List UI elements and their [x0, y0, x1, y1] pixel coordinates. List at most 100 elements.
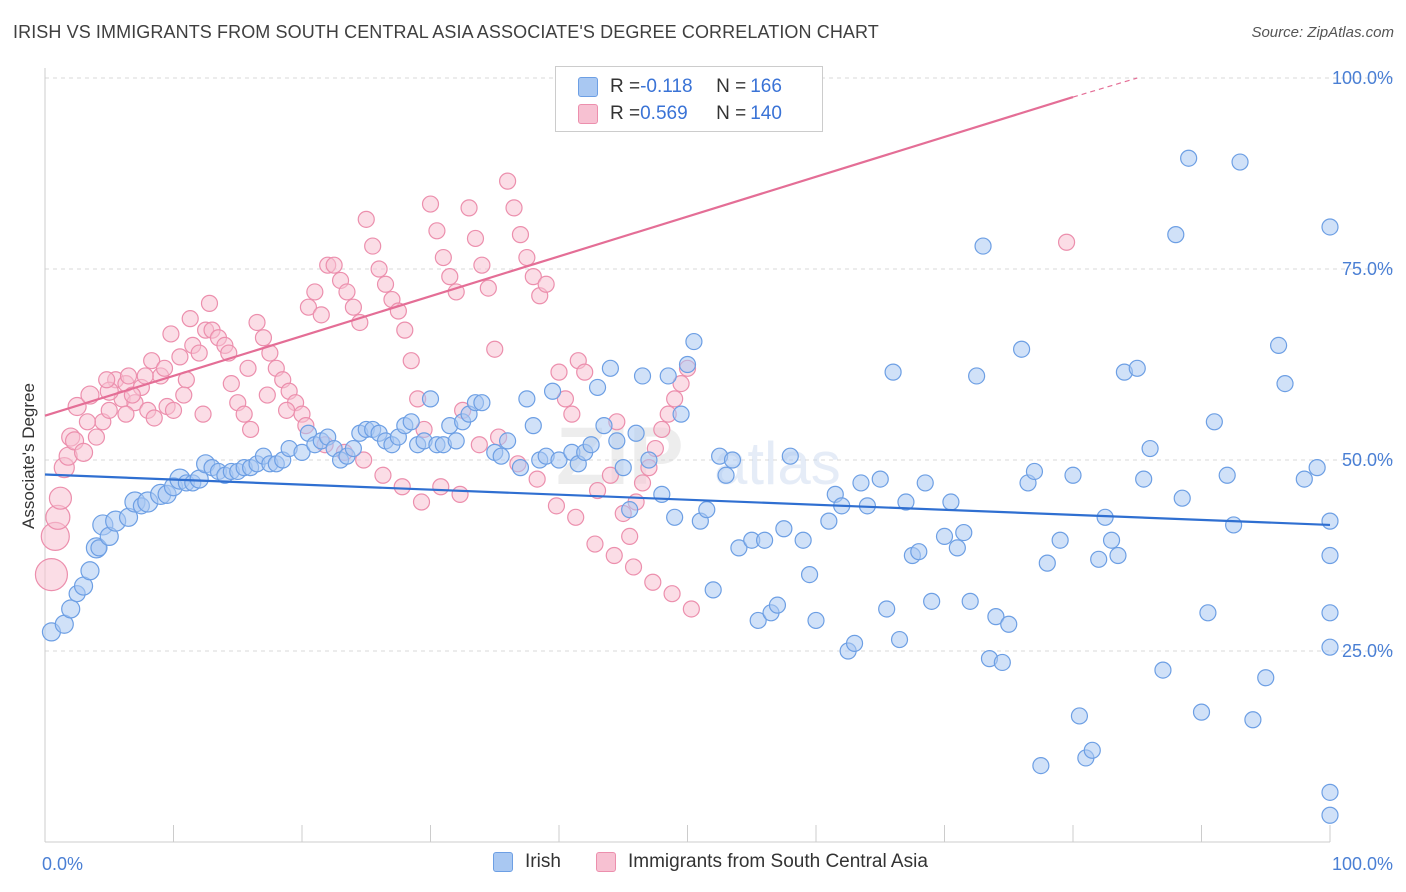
irish-point-154: [1135, 470, 1153, 488]
irish-point-148: [1090, 550, 1108, 568]
asia-point-9: [73, 442, 94, 462]
asia-point-123: [528, 470, 546, 488]
irish-point-127: [935, 527, 954, 546]
irish-point-140: [1025, 462, 1044, 481]
asia-point-37: [248, 313, 266, 332]
asia-point-55: [364, 237, 382, 255]
legend-item-irish[interactable]: Irish: [493, 851, 561, 873]
asia-point-132: [1057, 233, 1076, 251]
irish-point-151: [1109, 546, 1127, 565]
y-tick-label-1: 50.0%: [1342, 450, 1393, 470]
asia-point-136: [136, 367, 154, 385]
irish-point-96: [704, 581, 722, 599]
irish-point-108: [794, 531, 812, 549]
irish-n-label: N =: [716, 76, 747, 97]
asia-point-24: [164, 401, 183, 419]
irish-point-156: [1154, 661, 1172, 679]
asia-point-131: [682, 600, 700, 618]
series-irish-points: [41, 149, 1339, 824]
irish-point-36: [293, 443, 311, 461]
irish-point-116: [852, 474, 870, 492]
chart-title: IRISH VS IMMIGRANTS FROM SOUTH CENTRAL A…: [13, 22, 879, 42]
irish-point-93: [685, 332, 703, 351]
irish-point-5: [80, 561, 100, 581]
irish-point-142: [1038, 554, 1056, 572]
irish-point-60: [447, 432, 465, 450]
asia-point-127: [605, 546, 623, 565]
asia-point-3: [48, 486, 73, 510]
series-legend: Irish Immigrants from South Central Asia: [0, 851, 1406, 879]
asia-trend-extension: [1072, 77, 1138, 98]
asia-point-11: [87, 428, 106, 446]
irish-point-102: [749, 611, 767, 630]
asia-point-17: [119, 367, 138, 385]
irish-point-89: [659, 367, 677, 385]
irish-point-132: [968, 367, 986, 385]
series-asia-points: [34, 172, 1076, 618]
asia-point-57: [376, 275, 395, 293]
asia-point-56: [370, 260, 388, 278]
irish-point-81: [601, 359, 620, 377]
asia-point-86: [576, 363, 594, 381]
irish-point-159: [1180, 149, 1198, 167]
trend-lines: [44, 77, 1331, 527]
irish-point-176: [1321, 783, 1339, 801]
irish-swatch-icon: [578, 77, 598, 97]
asia-point-114: [355, 451, 373, 469]
y-tick-label-2: 75.0%: [1342, 259, 1393, 279]
asia-point-98: [666, 390, 684, 408]
legend-label-irish: Irish: [525, 851, 561, 872]
irish-point-85: [627, 424, 645, 442]
asia-point-106: [200, 294, 219, 312]
irish-r-label: R =: [610, 76, 641, 97]
x-tick-label-max: 100.0%: [1332, 854, 1393, 874]
irish-point-103: [755, 531, 774, 549]
asia-point-60: [396, 321, 414, 339]
irish-point-44: [344, 439, 362, 458]
asia-legend-swatch-icon: [596, 852, 616, 872]
asia-point-82: [550, 363, 568, 381]
irish-point-168: [1269, 336, 1288, 354]
asia-point-46: [306, 283, 324, 301]
asia-point-117: [412, 493, 431, 511]
irish-point-91: [672, 405, 690, 423]
irish-point-178: [1321, 218, 1339, 236]
asia-point-25: [171, 348, 189, 366]
irish-r-value: -0.118: [640, 76, 693, 97]
irish-point-69: [518, 390, 536, 408]
irish-point-166: [1244, 711, 1262, 729]
asia-point-138: [175, 386, 193, 404]
asia-point-88: [601, 466, 620, 484]
asia-point-21: [145, 409, 163, 427]
irish-point-2: [61, 599, 81, 619]
stats-legend: R = -0.118 N = 166 R = 0.569 N = 140: [555, 66, 823, 132]
irish-point-161: [1199, 604, 1217, 622]
asia-point-74: [486, 340, 504, 358]
irish-point-171: [1308, 459, 1326, 477]
irish-trend-line: [44, 473, 1331, 527]
asia-point-64: [421, 195, 440, 213]
asia-point-83: [556, 390, 575, 408]
irish-point-153: [1128, 359, 1146, 377]
asia-point-38: [254, 329, 273, 347]
irish-point-79: [588, 378, 607, 397]
asia-point-99: [672, 375, 690, 393]
legend-item-asia[interactable]: Immigrants from South Central Asia: [596, 851, 928, 873]
asia-point-28: [190, 344, 208, 362]
axes: [44, 68, 1331, 843]
asia-point-115: [374, 466, 392, 484]
asia-point-51: [338, 283, 356, 301]
irish-point-82: [608, 432, 626, 450]
asia-point-36: [242, 420, 260, 439]
irish-point-70: [524, 417, 542, 435]
asia-point-33: [222, 375, 240, 393]
asia-point-13: [100, 401, 118, 419]
irish-point-170: [1295, 470, 1313, 488]
asia-point-52: [344, 298, 362, 316]
irish-point-160: [1192, 703, 1211, 721]
asia-point-139: [194, 405, 212, 423]
irish-point-119: [878, 600, 896, 618]
y-tick-label-0: 25.0%: [1342, 641, 1393, 661]
irish-point-158: [1173, 489, 1191, 507]
asia-point-66: [434, 248, 452, 267]
